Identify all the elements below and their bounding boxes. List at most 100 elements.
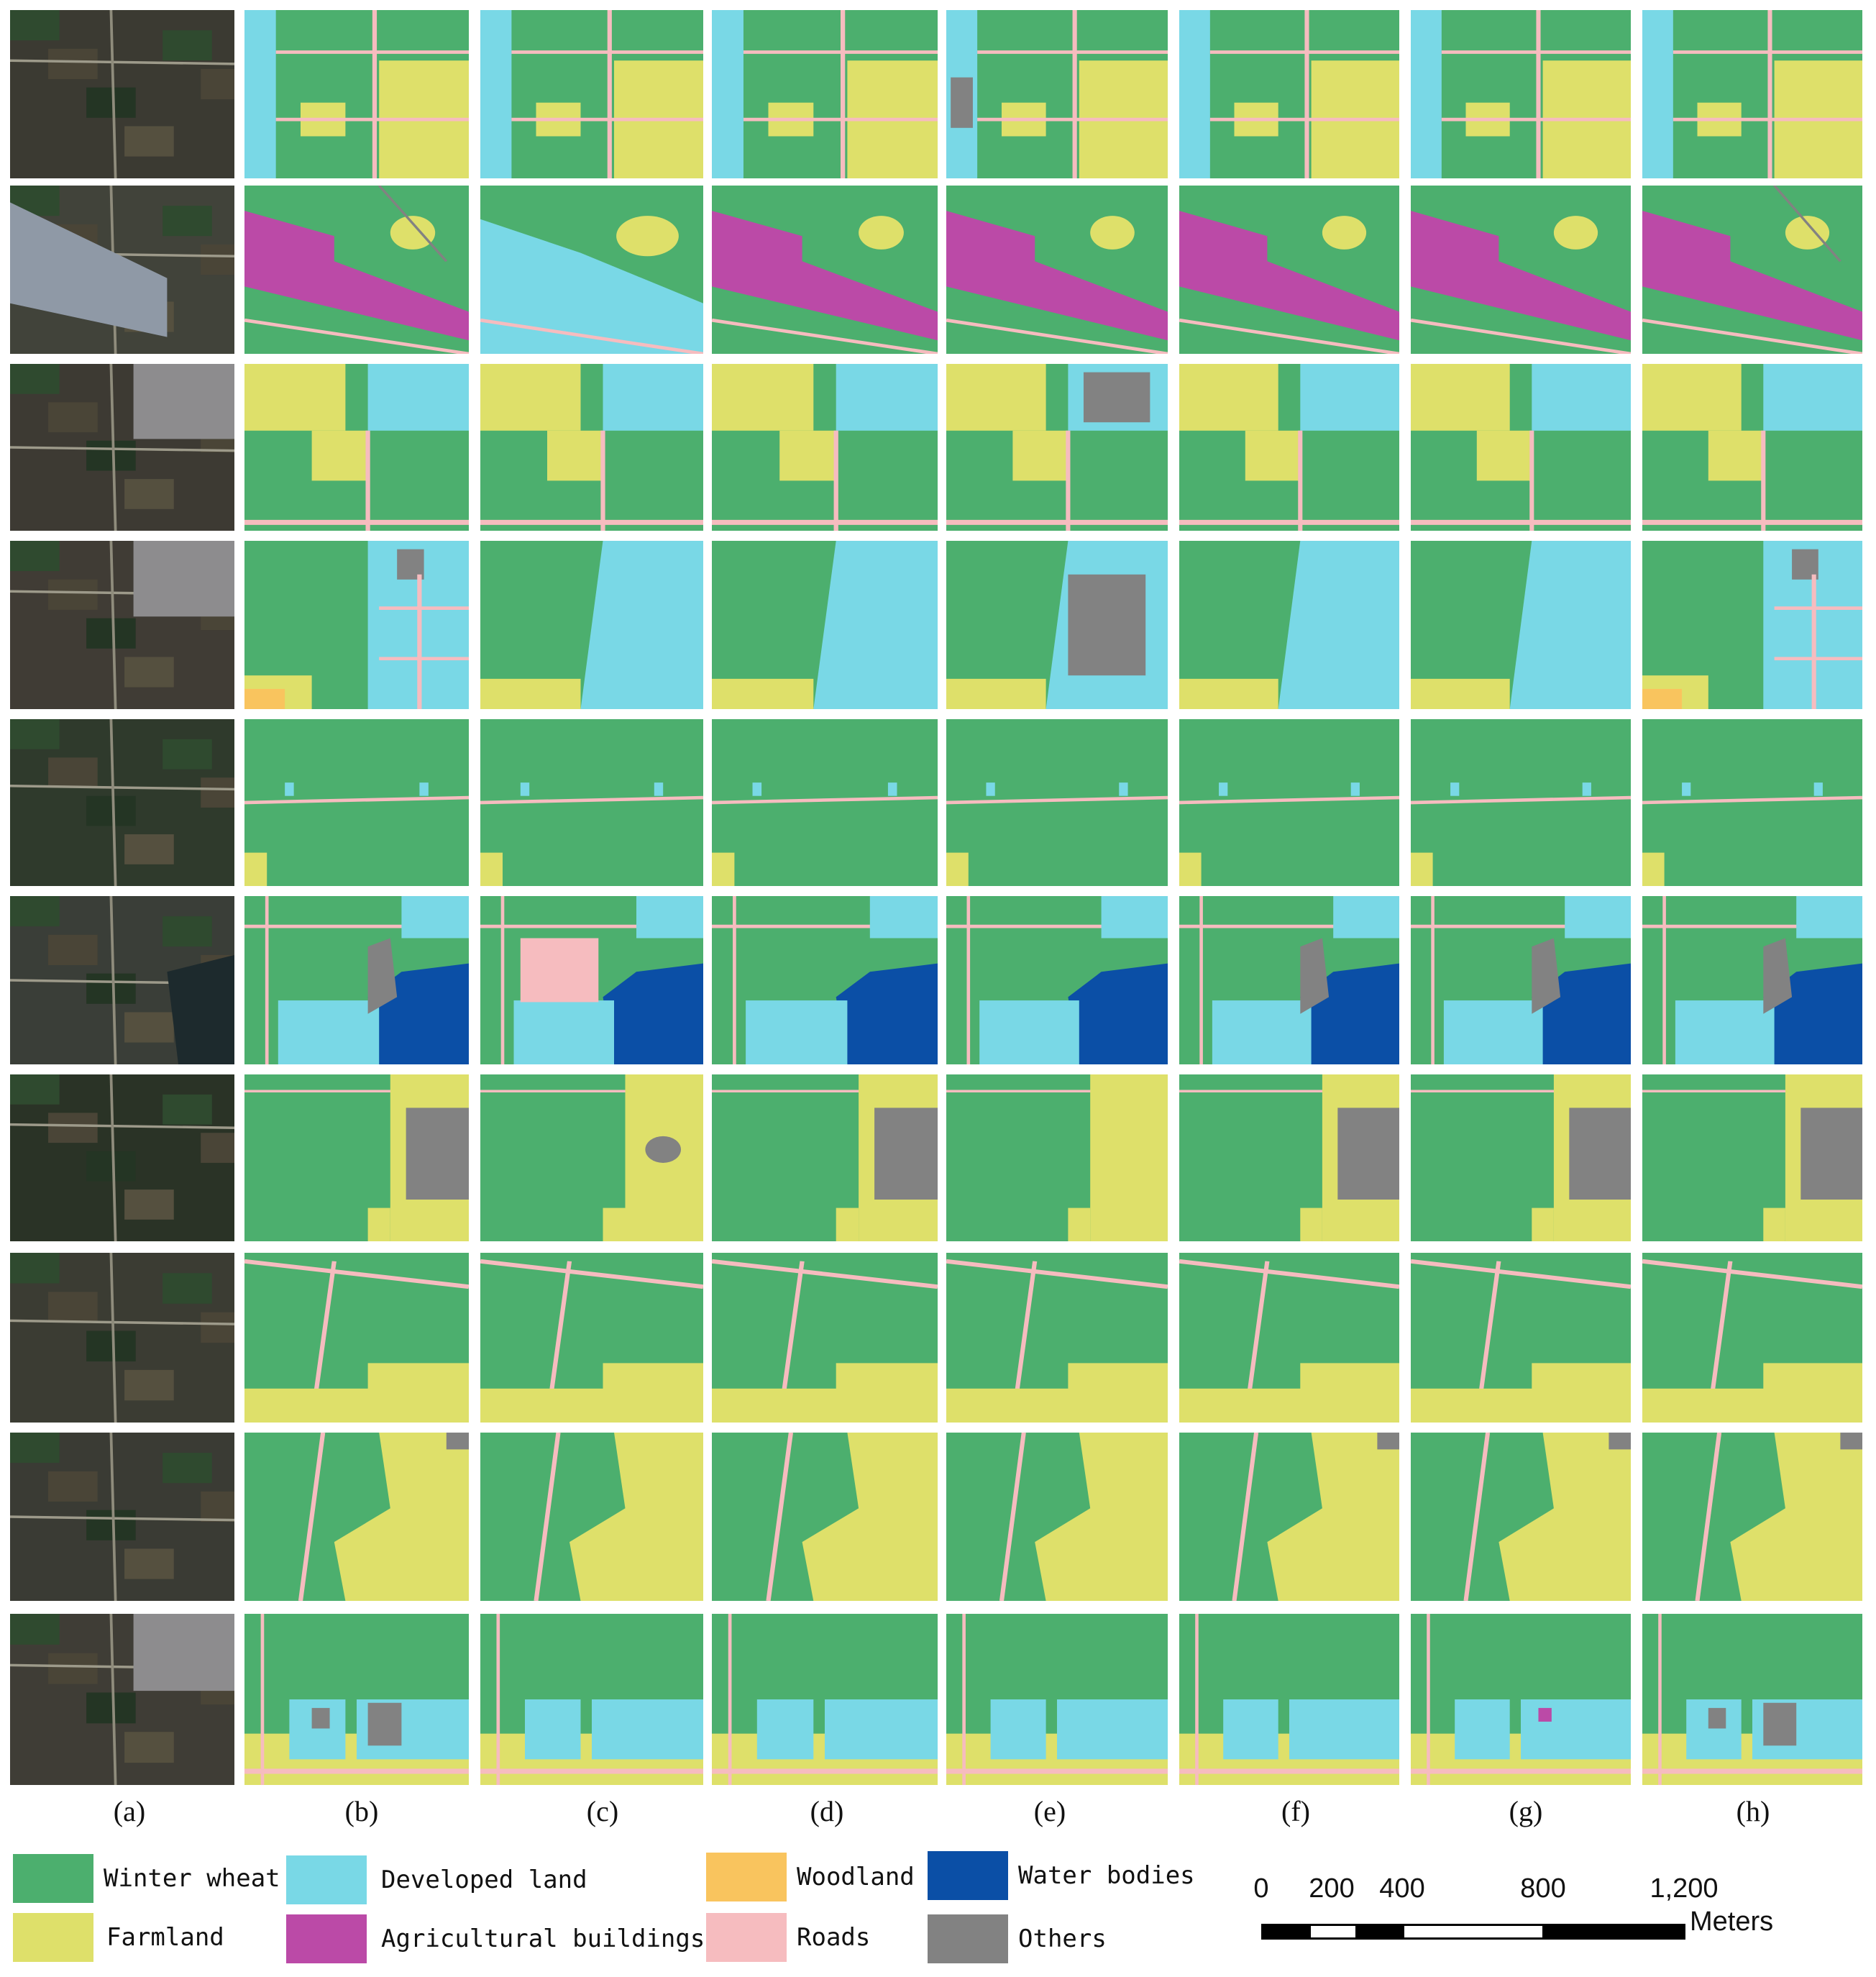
developed-block xyxy=(525,1699,581,1760)
scale-segment-4 xyxy=(1402,1924,1545,1940)
tile-row10-a xyxy=(10,1614,234,1785)
tile-row3-b xyxy=(244,364,469,531)
imagery-road xyxy=(109,1433,117,1601)
tile-row10-f xyxy=(1179,1614,1399,1785)
scale-segment-5 xyxy=(1543,1924,1685,1940)
farmland-patch xyxy=(1300,1207,1322,1241)
farmland-block xyxy=(1532,1363,1631,1423)
farmland-block xyxy=(603,1363,703,1423)
classification-map xyxy=(480,719,703,886)
others-speckle xyxy=(1068,574,1146,676)
developed-strip xyxy=(1179,10,1210,178)
imagery-road xyxy=(109,10,117,178)
imagery-road xyxy=(10,59,234,65)
classification-map xyxy=(480,896,703,1064)
imagery-road xyxy=(109,1074,117,1241)
tile-row2-e xyxy=(946,186,1168,354)
tile-row9-f xyxy=(1179,1433,1399,1601)
classification-map xyxy=(712,186,938,354)
others-line xyxy=(1773,186,1841,262)
farmland-block xyxy=(547,430,603,481)
developed-block xyxy=(278,1000,380,1064)
developed-patch xyxy=(1813,782,1823,796)
farmland-block xyxy=(1012,430,1069,481)
developed-block xyxy=(990,1699,1046,1760)
farmland-block xyxy=(946,678,1046,709)
tile-row9-d xyxy=(712,1433,938,1601)
tile-row8-h xyxy=(1642,1253,1862,1423)
classification-map xyxy=(1411,1253,1631,1423)
road-line xyxy=(1463,1433,1491,1601)
classification-map xyxy=(244,719,469,886)
road-line xyxy=(534,1433,561,1601)
classification-map xyxy=(1642,1433,1862,1601)
tile-row9-g xyxy=(1411,1433,1631,1601)
tile-row9-a xyxy=(10,1433,234,1601)
road-line xyxy=(244,795,469,805)
developed-block xyxy=(813,541,938,709)
imagery-greenhouses xyxy=(10,202,168,337)
developed-block xyxy=(1223,1699,1278,1760)
developed-patch xyxy=(887,782,897,796)
imagery-water xyxy=(167,954,234,1064)
legend-label-water-bodies: Water bodies xyxy=(1018,1861,1195,1890)
classification-map xyxy=(244,1433,469,1601)
developed-block xyxy=(603,364,703,431)
developed-block xyxy=(580,541,703,709)
scale-tick-400: 400 xyxy=(1379,1873,1425,1904)
legend-label-developed-land: Developed land xyxy=(381,1866,587,1894)
imagery-village xyxy=(133,541,234,617)
farmland-block xyxy=(480,678,581,709)
farmland-block xyxy=(1179,1388,1312,1423)
developed-patch xyxy=(986,782,995,796)
classification-map xyxy=(1411,10,1631,178)
satellite-image xyxy=(10,541,234,709)
imagery-field xyxy=(86,973,136,1004)
developed-strip xyxy=(480,10,512,178)
tile-row5-g xyxy=(1411,719,1631,886)
farmland-patch xyxy=(946,852,969,886)
others-block xyxy=(446,1433,469,1450)
classification-map xyxy=(244,186,469,354)
tile-row4-e xyxy=(946,541,1168,709)
tile-row1-a xyxy=(10,10,234,178)
farmland-block xyxy=(1411,678,1510,709)
classification-map xyxy=(1411,1433,1631,1601)
developed-block xyxy=(1057,1699,1168,1760)
classification-map xyxy=(712,1253,938,1423)
farmland-block xyxy=(1245,430,1301,481)
others-block xyxy=(1763,1702,1797,1746)
farmland-block xyxy=(1179,364,1278,431)
farmland-block xyxy=(334,1433,469,1601)
classification-map xyxy=(1179,10,1399,178)
tile-row7-d xyxy=(712,1074,938,1241)
road-line xyxy=(1642,795,1862,805)
imagery-field xyxy=(163,1273,212,1304)
road-line xyxy=(1232,1433,1259,1601)
tile-row7-h xyxy=(1642,1074,1862,1241)
developed-patch xyxy=(419,782,429,796)
classification-map xyxy=(1642,896,1862,1064)
panel-label-h: (h) xyxy=(1736,1795,1770,1827)
imagery-field xyxy=(201,1312,234,1343)
tile-row10-e xyxy=(946,1614,1168,1785)
developed-block xyxy=(1289,1699,1399,1760)
farmland-patch xyxy=(836,1207,859,1241)
developed-strip xyxy=(1642,10,1673,178)
legend-swatch-woodland xyxy=(706,1853,787,1901)
developed-block xyxy=(513,1000,614,1064)
classification-map xyxy=(1411,896,1631,1064)
imagery-field xyxy=(10,10,60,41)
agricultural-buildings-region xyxy=(712,211,938,341)
satellite-image xyxy=(10,364,234,531)
farmland-patch xyxy=(1553,216,1598,250)
farmland-patch xyxy=(1642,852,1665,886)
classification-map xyxy=(946,896,1168,1064)
farmland-block xyxy=(569,1433,703,1601)
farmland-block xyxy=(1498,1433,1631,1601)
classification-map xyxy=(1642,1253,1862,1423)
farmland-block xyxy=(480,1388,614,1423)
tile-row2-d xyxy=(712,186,938,354)
developed-block xyxy=(825,1699,938,1760)
tile-row8-g xyxy=(1411,1253,1631,1423)
